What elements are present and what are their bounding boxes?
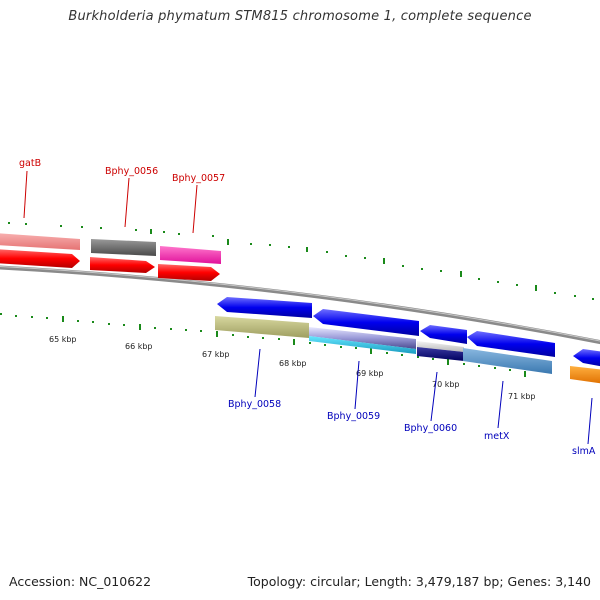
- reverse-strand-track: [215, 297, 600, 384]
- accession-text: Accession: NC_010622: [9, 574, 152, 589]
- gene-arrow-Bphy_0058[interactable]: [217, 297, 312, 318]
- cog-box-Bphy_0058[interactable]: [215, 316, 309, 338]
- label-leaders: [23, 170, 593, 445]
- gene-label-Bphy_0060[interactable]: Bphy_0060: [404, 423, 457, 434]
- leader-Bphy_0059: [354, 360, 360, 410]
- genome-summary-text: Topology: circular; Length: 3,479,187 bp…: [247, 574, 591, 589]
- gene-labels: gatB Bphy_0056 Bphy_0057 Bphy_0058 Bphy_…: [19, 158, 596, 457]
- tick-label: 70 kbp: [432, 380, 460, 389]
- leader-slmA: [587, 397, 593, 445]
- chromosome-backbone: [0, 265, 600, 345]
- leader-metX: [497, 380, 504, 429]
- gene-label-Bphy_0059[interactable]: Bphy_0059: [327, 411, 380, 422]
- cog-box-gatB[interactable]: [0, 233, 80, 250]
- tick-labels: 65 kbp 66 kbp 67 kbp 68 kbp 69 kbp 70 kb…: [49, 335, 536, 401]
- map-title: Burkholderia phymatum STM815 chromosome …: [68, 9, 532, 24]
- chromosome-backbone-highlight: [0, 266, 600, 342]
- leader-Bphy_0057: [192, 184, 198, 234]
- gene-arrow-metX[interactable]: [467, 331, 555, 357]
- cog-box-Bphy_0060[interactable]: [417, 341, 464, 352]
- tick-label: 65 kbp: [49, 335, 77, 344]
- gene-label-Bphy_0056[interactable]: Bphy_0056: [105, 166, 158, 177]
- tick-label: 66 kbp: [125, 342, 153, 351]
- cog-box-slmA[interactable]: [570, 366, 600, 384]
- inner-tick-ring: [0, 313, 526, 377]
- gene-arrow-Bphy_0056[interactable]: [90, 257, 155, 273]
- cog-box-Bphy_0060-secondary[interactable]: [417, 347, 464, 361]
- cog-box-Bphy_0056[interactable]: [91, 239, 156, 256]
- cog-box-Bphy_0059-secondary[interactable]: [309, 336, 416, 354]
- forward-strand-track: [0, 233, 221, 281]
- outer-tick-ring: [8, 222, 594, 300]
- gene-label-Bphy_0058[interactable]: Bphy_0058: [228, 399, 281, 410]
- tick-label: 67 kbp: [202, 350, 230, 359]
- gene-arrow-gatB[interactable]: [0, 249, 80, 268]
- tick-label: 71 kbp: [508, 392, 536, 401]
- leader-Bphy_0060: [430, 371, 438, 422]
- cog-box-Bphy_0059[interactable]: [309, 327, 416, 349]
- gene-arrow-Bphy_0059[interactable]: [313, 309, 419, 336]
- gene-label-slmA[interactable]: slmA: [572, 446, 596, 457]
- tick-label: 68 kbp: [279, 359, 307, 368]
- cog-box-Bphy_0057[interactable]: [160, 246, 221, 264]
- gene-label-metX[interactable]: metX: [484, 431, 510, 442]
- leader-gatB: [23, 170, 28, 219]
- gene-label-Bphy_0057[interactable]: Bphy_0057: [172, 173, 225, 184]
- tick-label: 69 kbp: [356, 369, 384, 378]
- leader-Bphy_0058: [254, 348, 261, 398]
- gene-arrow-slmA[interactable]: [573, 349, 600, 367]
- gene-label-gatB[interactable]: gatB: [19, 158, 41, 169]
- gene-arrow-Bphy_0057[interactable]: [158, 264, 220, 281]
- cog-box-metX[interactable]: [463, 348, 552, 374]
- leader-Bphy_0056: [124, 177, 130, 228]
- gene-arrow-Bphy_0060[interactable]: [420, 325, 467, 344]
